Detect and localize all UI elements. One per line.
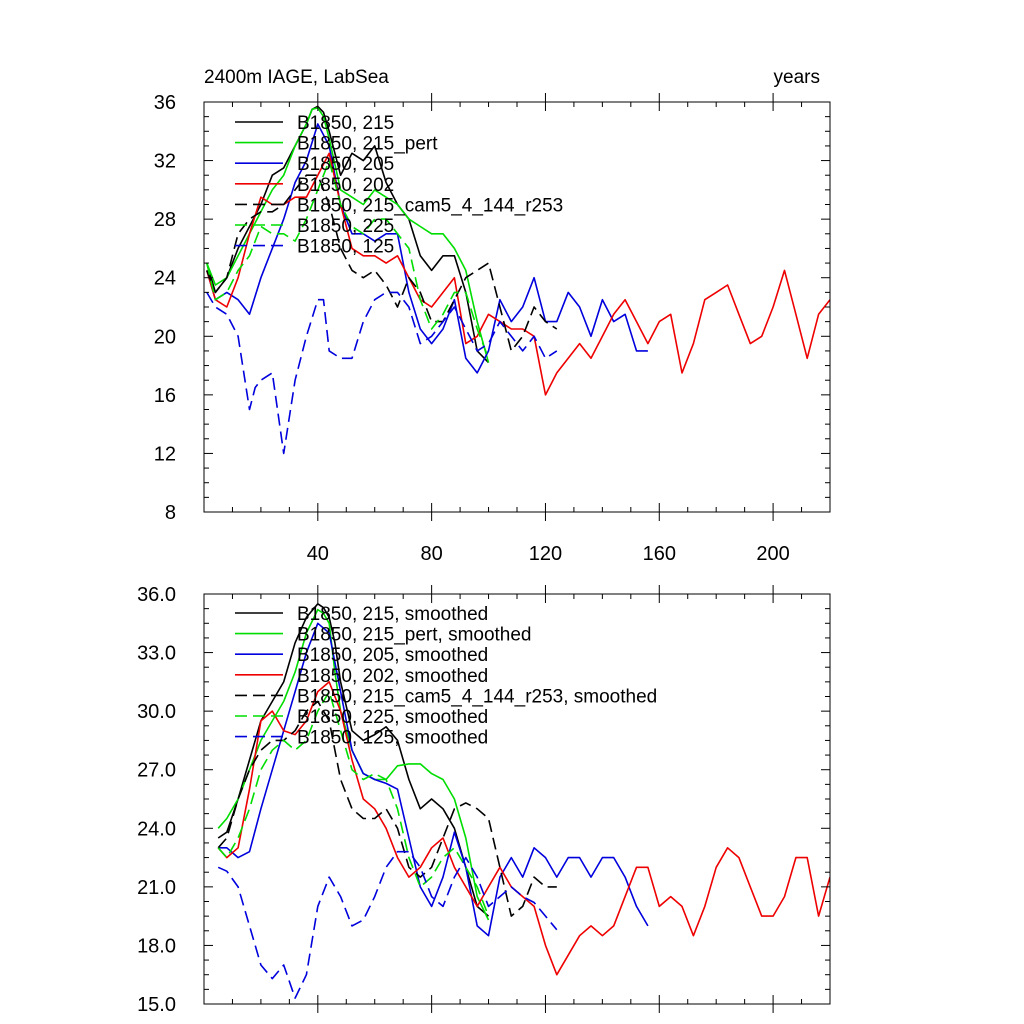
- series-line-b1850-215-smoothed: [217, 602, 490, 917]
- series-lines: [217, 602, 830, 999]
- legend-label: B1850, 215_cam5_4_144_r253: [297, 195, 563, 216]
- series-line-b1850-215-pert: [206, 107, 490, 363]
- series-line-b1850-225-smoothed: [217, 690, 490, 917]
- x-tick-label: 200: [756, 543, 789, 565]
- series-line-b1850-205: [206, 123, 648, 374]
- series-line-b1850-225: [206, 159, 490, 359]
- legend-label: B1850, 225, smoothed: [297, 707, 488, 728]
- legend-label: B1850, 125, smoothed: [297, 728, 488, 749]
- y-tick-label: 27.0: [137, 760, 176, 782]
- legend-label: B1850, 205: [297, 154, 394, 175]
- y-tick-label: 33.0: [137, 643, 176, 665]
- y-tick-label: 32: [154, 151, 176, 173]
- y-tick-label: 24.0: [137, 818, 176, 840]
- y-tick-label: 24: [154, 268, 176, 290]
- legend-label: B1850, 202: [297, 175, 394, 196]
- series-line-b1850-125: [206, 291, 558, 455]
- series-line-b1850-125-smoothed: [217, 850, 558, 999]
- y-tick-label: 30.0: [137, 701, 176, 723]
- legend-label: B1850, 225: [297, 216, 394, 237]
- axis-ticks: 8 12 16 20 24 28 32 36 40 80 120 160 200: [154, 92, 831, 565]
- units-label: years: [774, 67, 820, 88]
- x-tick-label: 120: [529, 543, 562, 565]
- chart-title: 2400m IAGE, LabSea: [204, 67, 389, 88]
- legend-label: B1850, 125: [297, 237, 394, 258]
- series-line-b1850-215-cam5-4-144-r253: [206, 174, 558, 352]
- axis-ticks: 15.0 18.0 21.0 24.0 27.0 30.0 33.0 36.0: [137, 584, 831, 1016]
- x-tick-label: 160: [643, 543, 676, 565]
- y-tick-label: 8: [165, 502, 176, 524]
- legend-label: B1850, 205, smoothed: [297, 645, 488, 666]
- x-tick-label: 80: [421, 543, 443, 565]
- y-tick-label: 36: [154, 92, 176, 114]
- series-line-b1850-202: [206, 152, 830, 396]
- legend-label: B1850, 215_cam5_4_144_r253, smoothed: [297, 686, 657, 707]
- series-line-b1850-205-smoothed: [218, 622, 649, 937]
- legend-label: B1850, 215_pert, smoothed: [297, 625, 532, 646]
- x-tick-label: 40: [307, 543, 329, 565]
- y-tick-label: 28: [154, 209, 176, 231]
- series-lines: [206, 105, 830, 455]
- y-tick-label: 20: [154, 326, 176, 348]
- y-tick-label: 16: [154, 385, 176, 407]
- legend-label: B1850, 215, smoothed: [297, 604, 488, 625]
- y-tick-label: 21.0: [137, 877, 176, 899]
- legend-label: B1850, 215_pert: [297, 134, 438, 155]
- y-tick-label: 36.0: [137, 584, 176, 606]
- y-tick-label: 12: [154, 443, 176, 465]
- top-chart-panel: 2400m IAGE, LabSea years 8 12 16 20 24 28 32 36…: [154, 67, 831, 565]
- y-tick-label: 15.0: [137, 994, 176, 1016]
- y-tick-label: 18.0: [137, 935, 176, 957]
- bottom-chart-panel: 15.0 18.0 21.0 24.0 27.0 30.0 33.0 36.0 B1850, …: [137, 584, 831, 1016]
- series-line-b1850-202-smoothed: [217, 681, 830, 976]
- legend-label: B1850, 215: [297, 113, 394, 134]
- legend-label: B1850, 202, smoothed: [297, 666, 488, 687]
